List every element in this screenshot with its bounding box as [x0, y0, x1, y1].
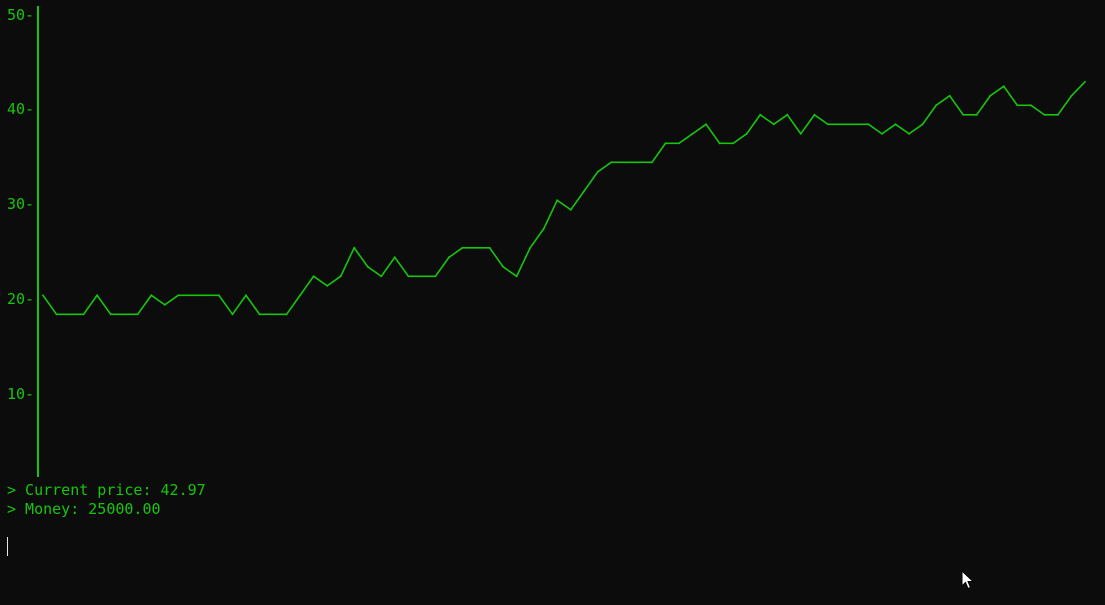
y-tick-label: 50- [7, 6, 35, 24]
price-line-segment [1002, 85, 1019, 107]
y-tick-label: 30- [7, 195, 35, 213]
price-line-segment [934, 94, 951, 107]
price-line-segment [1029, 104, 1046, 116]
y-tick-label: 10- [7, 385, 35, 403]
price-line-segment [759, 113, 775, 126]
price-line-segment [447, 246, 464, 259]
mouse-pointer-icon [961, 570, 975, 590]
price-line-segment [339, 246, 356, 278]
price-line-segment [691, 123, 708, 135]
price-line-segment [989, 85, 1005, 97]
price-line-segment [163, 294, 180, 306]
price-line-segment [136, 294, 153, 316]
price-line-segment [285, 294, 302, 316]
price-line-segment [799, 113, 816, 135]
price-line-segment [353, 246, 369, 268]
price-line-segment [380, 256, 396, 278]
price-line-segment [745, 113, 762, 135]
price-line-segment [772, 113, 789, 126]
price-line-segment [231, 294, 248, 316]
price-line-segment [542, 199, 559, 230]
price-line-segment [82, 294, 99, 316]
price-line-segment [704, 123, 721, 145]
price-line-segment [867, 123, 884, 135]
price-line-segment [650, 142, 667, 164]
y-tick-label: 40- [7, 100, 35, 118]
price-chart [41, 80, 1087, 316]
price-line-segment [921, 104, 938, 126]
price-line-segment [880, 123, 897, 135]
price-line-segment [217, 294, 234, 316]
price-line-segment [786, 113, 802, 135]
current-price-output: > Current price: 42.97 [7, 481, 206, 499]
price-line-segment [569, 189, 586, 211]
price-line-segment [501, 265, 518, 278]
price-line-segment [1070, 80, 1087, 97]
price-line-segment [948, 94, 965, 116]
price-line-segment [95, 294, 112, 316]
price-line-segment [596, 161, 613, 173]
money-output: > Money: 25000.00 [7, 500, 161, 518]
price-line-segment [907, 123, 924, 135]
y-tick-label: 20- [7, 290, 35, 308]
price-line-segment [488, 246, 505, 268]
price-line-segment [366, 265, 383, 278]
price-line-segment [312, 275, 329, 287]
price-line-segment [298, 275, 315, 297]
price-line-segment [732, 132, 748, 145]
price-line-segment [583, 170, 599, 192]
price-line-segment [1056, 94, 1073, 116]
price-line-segment [150, 294, 166, 306]
price-line-segment [529, 227, 545, 249]
price-line-segment [326, 275, 342, 287]
price-line-segment [677, 132, 694, 145]
text-cursor [7, 537, 8, 556]
price-line-segment [813, 113, 830, 126]
price-line-segment [556, 199, 572, 211]
price-line-segment [434, 256, 451, 278]
price-line-segment [41, 294, 58, 316]
price-line-segment [244, 294, 261, 316]
y-axis-line [37, 6, 39, 477]
price-line-segment [894, 123, 911, 135]
price-line-segment [393, 256, 410, 278]
price-line-segment [515, 246, 532, 278]
price-line-segment [975, 94, 992, 116]
